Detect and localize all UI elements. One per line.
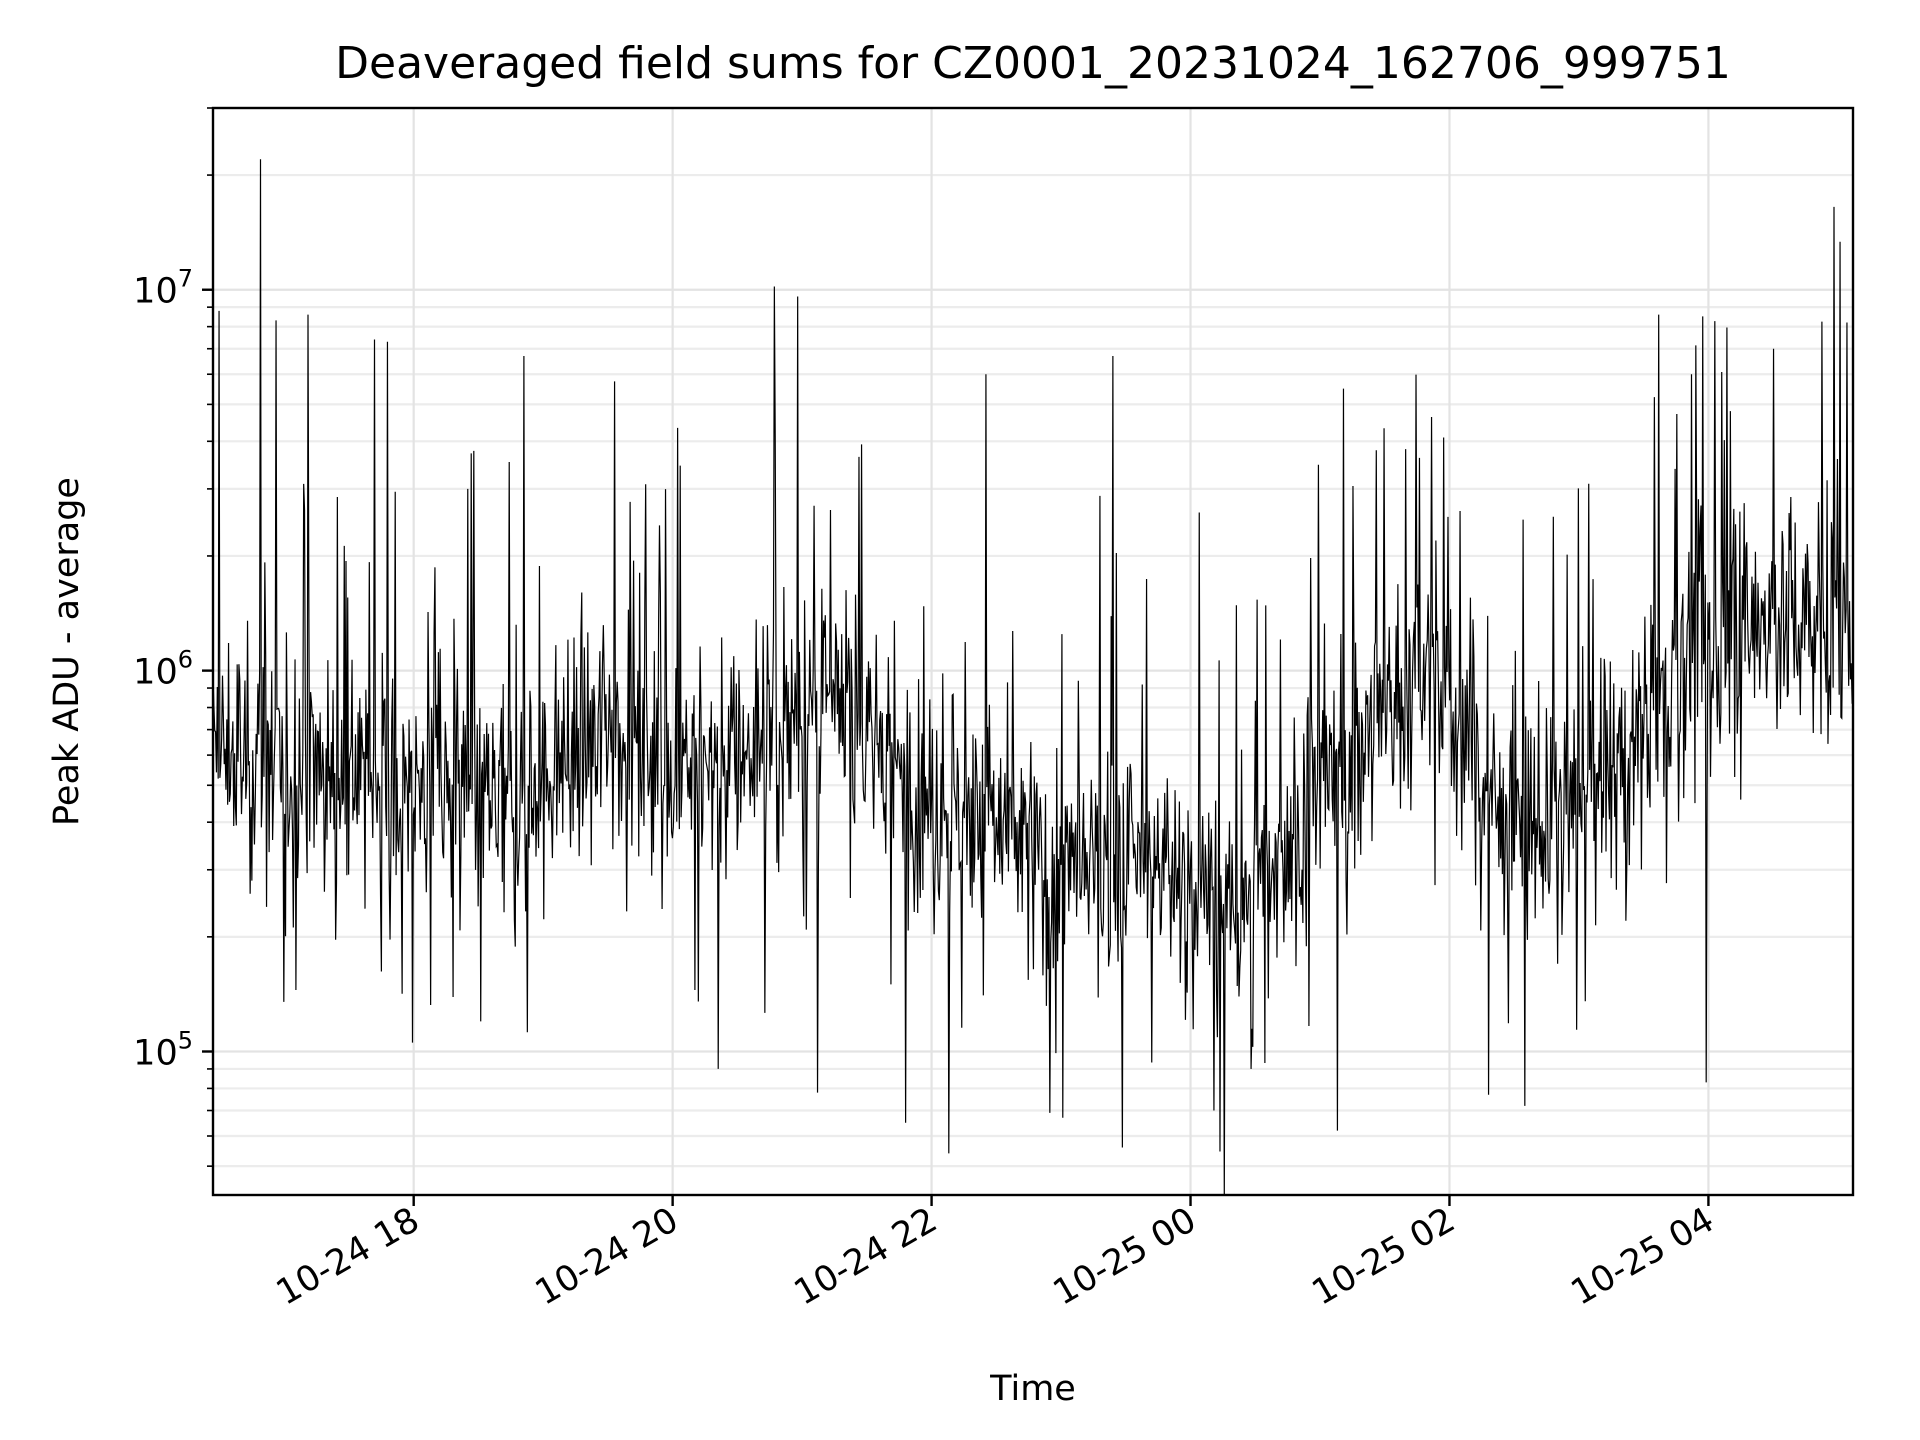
x-tick-label: 10-25 02	[1306, 1200, 1462, 1313]
y-tick-label: 107	[133, 265, 193, 312]
y-tick-label: 106	[133, 646, 193, 693]
y-tick-label: 105	[133, 1027, 193, 1074]
x-tick-label: 10-25 00	[1047, 1200, 1203, 1313]
series-line	[212, 159, 1854, 1196]
y-axis-label: Peak ADU - average	[47, 477, 87, 826]
x-tick-label: 10-25 04	[1565, 1200, 1721, 1313]
plot-area	[212, 159, 1854, 1196]
axes-frame	[211, 106, 1855, 1197]
x-axis-label: Time	[989, 1369, 1076, 1409]
x-tick-label: 10-24 22	[788, 1200, 944, 1313]
grid	[213, 106, 1853, 1195]
x-tick-label: 10-24 18	[270, 1200, 426, 1313]
chart-title: Deaveraged field sums for CZ0001_2023102…	[335, 38, 1731, 89]
x-tick-label: 10-24 20	[529, 1200, 685, 1313]
